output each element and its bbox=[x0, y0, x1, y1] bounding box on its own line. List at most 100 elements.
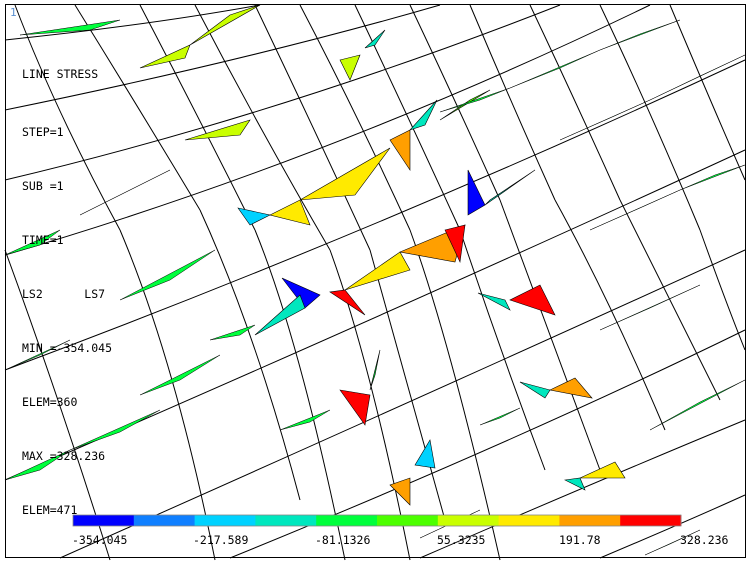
mesh-line-v4 bbox=[194, 4, 331, 251]
result-info-block: LINE STRESS STEP=1 SUB =1 TIME=1 LS2 LS7… bbox=[22, 29, 112, 555]
mesh-line-v5 bbox=[254, 4, 371, 251]
stress-sliver-20 bbox=[479, 407, 521, 426]
stress-sliver-18 bbox=[599, 284, 701, 331]
stress-sliver-15 bbox=[649, 54, 746, 101]
stress-sliver-10 bbox=[279, 409, 331, 431]
info-items: LS2 LS7 bbox=[22, 287, 106, 301]
mesh-line-h10 bbox=[599, 494, 746, 559]
stress-diagram-10 bbox=[484, 169, 536, 206]
legend-swatch-6 bbox=[377, 515, 439, 526]
legend-swatch-3 bbox=[194, 515, 256, 526]
window-number: 1 bbox=[10, 6, 17, 19]
mesh-line-v2 bbox=[74, 4, 201, 211]
stress-diagram-23 bbox=[389, 477, 411, 506]
stress-diagram-20 bbox=[369, 349, 381, 391]
stress-diagram-24 bbox=[414, 439, 436, 469]
stress-diagrams bbox=[4, 4, 746, 556]
stress-diagram-11 bbox=[281, 277, 321, 309]
legend-border bbox=[72, 514, 682, 527]
plot-title: LINE STRESS bbox=[22, 67, 99, 81]
mesh-line-v8 bbox=[409, 4, 501, 201]
mesh-line-v3 bbox=[139, 4, 256, 231]
stress-diagram-2 bbox=[189, 4, 261, 46]
stress-sliver-8 bbox=[4, 449, 71, 481]
legend-label-4: 55.3235 bbox=[437, 533, 486, 547]
mesh-line-v12 bbox=[669, 4, 746, 181]
stress-diagram-12 bbox=[254, 294, 306, 336]
stress-diagram-3 bbox=[184, 119, 251, 141]
stress-diagram-8 bbox=[409, 99, 438, 131]
legend-swatch-7 bbox=[437, 515, 500, 526]
info-min-elem: ELEM=360 bbox=[22, 395, 78, 409]
mesh-line-h2 bbox=[4, 4, 441, 111]
stress-sliver-9 bbox=[69, 409, 161, 451]
mesh-line-h1 bbox=[4, 4, 261, 41]
mesh-line-v22 bbox=[554, 199, 666, 431]
mesh-line-v21 bbox=[499, 199, 601, 471]
stress-sliver-6 bbox=[4, 339, 71, 371]
legend-swatch-4 bbox=[255, 515, 317, 526]
stress-diagram-16 bbox=[444, 224, 466, 264]
stress-sliver-7 bbox=[139, 354, 221, 396]
color-legend-bar bbox=[72, 514, 682, 527]
legend-label-6: 328.236 bbox=[680, 533, 729, 547]
stress-sliver-3 bbox=[79, 169, 171, 216]
mesh-line-v17 bbox=[329, 249, 411, 561]
stress-sliver-22 bbox=[644, 529, 701, 556]
mesh-line-v6 bbox=[299, 4, 411, 231]
stress-diagram-26 bbox=[579, 461, 626, 479]
mesh-line-v10 bbox=[529, 4, 621, 201]
stress-diagram-25 bbox=[563, 477, 586, 491]
stress-sliver-5 bbox=[209, 324, 256, 341]
element-mesh bbox=[4, 4, 746, 561]
info-step: STEP=1 bbox=[22, 125, 64, 139]
legend-label-3: -81.1326 bbox=[315, 533, 371, 547]
stress-diagram-18 bbox=[509, 284, 556, 316]
stress-diagram-1 bbox=[139, 44, 191, 69]
stress-diagram-19 bbox=[339, 389, 371, 426]
info-max-elem: ELEM=471 bbox=[22, 503, 78, 517]
mesh-line-v14 bbox=[119, 229, 216, 561]
info-time: TIME=1 bbox=[22, 233, 64, 247]
info-sub: SUB =1 bbox=[22, 179, 64, 193]
stress-sliver-12 bbox=[509, 49, 601, 89]
legend-swatch-1 bbox=[73, 515, 135, 526]
mesh-line-v16 bbox=[254, 229, 346, 561]
stress-diagram-7 bbox=[389, 129, 411, 171]
info-max: MAX =328.236 bbox=[22, 449, 106, 463]
stress-sliver-4 bbox=[119, 249, 216, 301]
stress-diagram-17 bbox=[477, 292, 511, 311]
mesh-line-h3 bbox=[4, 4, 561, 181]
mesh-line-h4 bbox=[4, 4, 651, 256]
legend-swatch-9 bbox=[559, 515, 621, 526]
mesh-line-h9 bbox=[419, 419, 746, 559]
legend-swatch-5 bbox=[316, 515, 378, 526]
legend-label-2: -217.589 bbox=[193, 533, 249, 547]
mesh-line-v20 bbox=[459, 229, 546, 471]
legend-label-5: 191.78 bbox=[559, 533, 601, 547]
mesh-line-h7 bbox=[59, 249, 746, 559]
mesh-line-v24 bbox=[699, 229, 746, 351]
stress-sliver-19 bbox=[649, 379, 746, 431]
legend-label-1: -354.045 bbox=[72, 533, 128, 547]
stress-diagram-4 bbox=[237, 207, 271, 226]
legend-swatch-10 bbox=[620, 515, 682, 526]
stress-diagram-27 bbox=[339, 54, 361, 81]
stress-sliver-16 bbox=[589, 189, 681, 231]
stress-diagram-29 bbox=[439, 89, 491, 121]
stress-diagram-14 bbox=[344, 251, 411, 291]
stress-sliver-11 bbox=[439, 87, 511, 113]
mesh-line-v23 bbox=[619, 199, 721, 401]
mesh-line-h5 bbox=[4, 59, 746, 371]
mesh-line-v19 bbox=[409, 229, 501, 561]
stress-sliver-2 bbox=[4, 229, 61, 256]
stress-sliver-17 bbox=[679, 164, 746, 191]
mesh-line-v15 bbox=[199, 209, 301, 501]
stress-diagram-9 bbox=[467, 169, 486, 216]
legend-swatch-2 bbox=[133, 515, 196, 526]
mesh-line-v11 bbox=[599, 4, 701, 231]
stress-sliver-1 bbox=[19, 19, 121, 36]
stress-sliver-13 bbox=[599, 19, 681, 51]
